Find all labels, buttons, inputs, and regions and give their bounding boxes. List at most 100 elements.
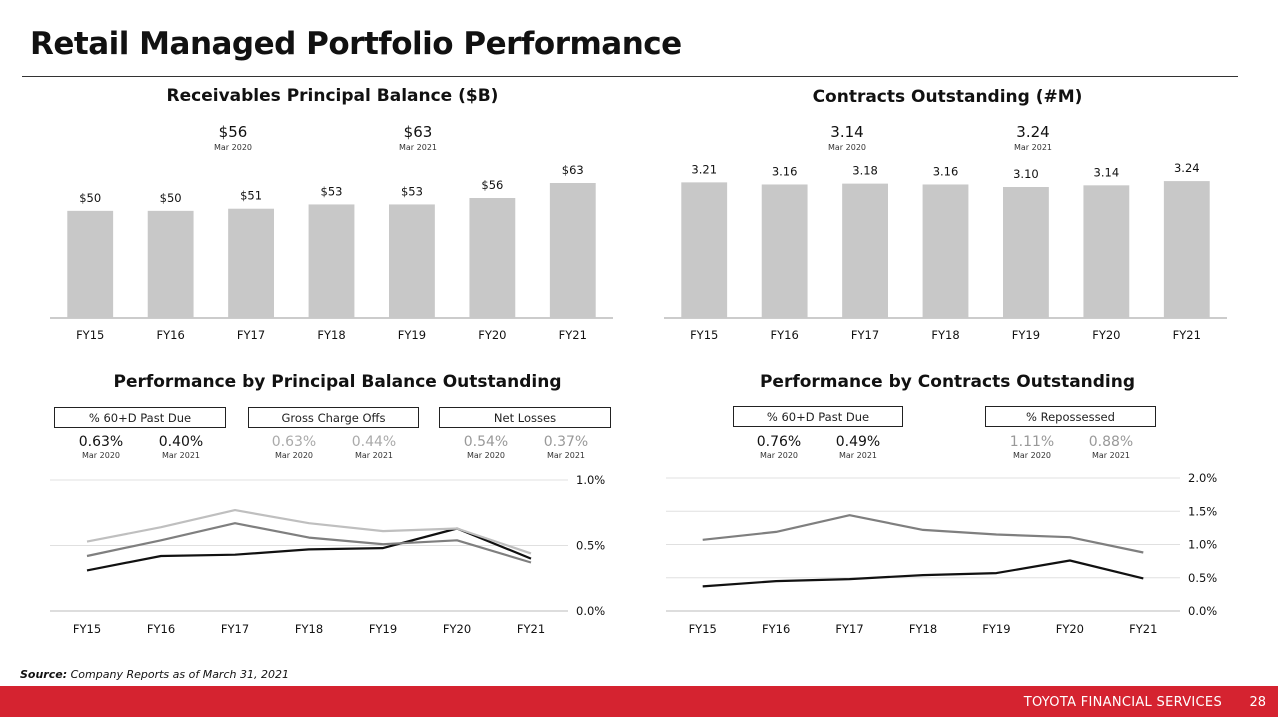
series-line (702, 514, 1144, 554)
metric-gross-charge-offs-2021: 0.44% Mar 2021 (339, 434, 409, 460)
highlight-value: 3.14 (830, 123, 864, 141)
highlight-date: Mar 2021 (399, 143, 437, 152)
bar (469, 198, 516, 318)
x-tick-label: FY17 (237, 328, 265, 342)
y-tick-label: 1.0% (1188, 538, 1217, 552)
metric-value: 0.37% (543, 434, 589, 450)
metric-value: 0.49% (835, 434, 881, 450)
x-tick-label: FY15 (689, 622, 717, 636)
receivables-highlight-2021: $63 Mar 2021 (378, 123, 458, 152)
bar-value-label: 3.16 (772, 164, 798, 178)
metric-gross-charge-offs-2020: 0.63% Mar 2020 (259, 434, 329, 460)
x-tick-label: FY15 (76, 328, 104, 342)
x-tick-label: FY21 (1129, 622, 1157, 636)
bar (549, 183, 596, 318)
metric-date: Mar 2020 (82, 451, 120, 460)
metric-value: 0.44% (351, 434, 397, 450)
metric-date: Mar 2021 (839, 451, 877, 460)
bar-value-label: $63 (562, 163, 584, 177)
metric-date: Mar 2021 (162, 451, 200, 460)
y-tick-label: 1.5% (1188, 504, 1217, 518)
highlight-value: $56 (218, 123, 248, 141)
legend-gross-charge-offs-box: Gross Charge Offs (248, 407, 419, 428)
x-tick-label: FY15 (690, 328, 718, 342)
bar (228, 208, 274, 318)
metric-past-due-2020: 0.63% Mar 2020 (66, 434, 136, 460)
bar (922, 184, 969, 318)
x-tick-label: FY16 (157, 328, 185, 342)
bar (308, 204, 355, 318)
bar-value-label: $53 (321, 184, 343, 198)
bar-value-label: $53 (401, 184, 423, 198)
metric-net-losses-2020: 0.54% Mar 2020 (451, 434, 521, 460)
x-tick-label: FY16 (762, 622, 790, 636)
highlight-value: 3.24 (1016, 123, 1050, 141)
y-tick-label: 1.0% (576, 473, 605, 487)
source-note: Source: Company Reports as of March 31, … (20, 668, 289, 681)
metric-value: 0.76% (756, 434, 802, 450)
bar (1003, 187, 1049, 318)
x-tick-label: FY20 (478, 328, 506, 342)
metric-date: Mar 2021 (1092, 451, 1130, 460)
highlight-date: Mar 2020 (828, 143, 866, 152)
metric-date: Mar 2020 (275, 451, 313, 460)
receivables-highlight-2020: $56 Mar 2020 (193, 123, 273, 152)
metric-value: 0.40% (158, 434, 204, 450)
x-tick-label: FY20 (1092, 328, 1120, 342)
bar-value-label: 3.16 (933, 164, 959, 178)
metric-date: Mar 2020 (760, 451, 798, 460)
bar-value-label: 3.18 (852, 164, 878, 178)
bar-value-label: 3.24 (1174, 161, 1200, 175)
x-tick-label: FY18 (931, 328, 959, 342)
bar-value-label: $50 (160, 191, 182, 205)
title-divider (22, 76, 1238, 77)
contracts-highlight-2020: 3.14 Mar 2020 (807, 123, 887, 152)
highlight-value: $63 (403, 123, 433, 141)
footer-brand: TOYOTA FINANCIAL SERVICES (1023, 695, 1222, 710)
legend-net-losses-box: Net Losses (439, 407, 611, 428)
bar-value-label: 3.10 (1013, 167, 1039, 181)
bar (842, 183, 888, 318)
metric-date: Mar 2020 (1013, 451, 1051, 460)
x-tick-label: FY18 (317, 328, 345, 342)
metric-value: 1.11% (1009, 434, 1055, 450)
x-tick-label: FY21 (1173, 328, 1201, 342)
bar (1163, 181, 1210, 318)
highlight-date: Mar 2021 (1014, 143, 1052, 152)
metric-contracts-past-due-2020: 0.76% Mar 2020 (744, 434, 814, 460)
y-tick-label: 2.0% (1188, 471, 1217, 485)
x-tick-label: FY15 (73, 622, 101, 636)
highlight-date: Mar 2020 (214, 143, 252, 152)
x-tick-label: FY19 (398, 328, 426, 342)
y-tick-label: 0.5% (1188, 571, 1217, 585)
bar-value-label: 3.14 (1094, 165, 1120, 179)
y-tick-label: 0.0% (576, 604, 605, 618)
metric-repossessed-2021: 0.88% Mar 2021 (1076, 434, 1146, 460)
x-tick-label: FY20 (1056, 622, 1084, 636)
page-number: 28 (1249, 695, 1266, 710)
metric-contracts-past-due-2021: 0.49% Mar 2021 (823, 434, 893, 460)
contracts-highlight-2021: 3.24 Mar 2021 (993, 123, 1073, 152)
x-tick-label: FY18 (909, 622, 937, 636)
metric-date: Mar 2021 (547, 451, 585, 460)
series-line (86, 527, 532, 572)
x-tick-label: FY19 (982, 622, 1010, 636)
x-tick-label: FY19 (1012, 328, 1040, 342)
bar-value-label: $50 (79, 191, 101, 205)
x-tick-label: FY17 (221, 622, 249, 636)
bar-value-label: 3.21 (691, 162, 717, 176)
bar-value-label: $56 (481, 178, 503, 192)
source-text: Company Reports as of March 31, 2021 (70, 668, 289, 681)
bar (67, 210, 114, 318)
metric-past-due-2021: 0.40% Mar 2021 (146, 434, 216, 460)
x-tick-label: FY21 (559, 328, 587, 342)
legend-past-due-box: % 60+D Past Due (733, 406, 903, 427)
bar (147, 210, 194, 318)
bar-value-label: $51 (240, 189, 262, 203)
metric-value: 0.54% (463, 434, 509, 450)
bar (1083, 185, 1130, 318)
